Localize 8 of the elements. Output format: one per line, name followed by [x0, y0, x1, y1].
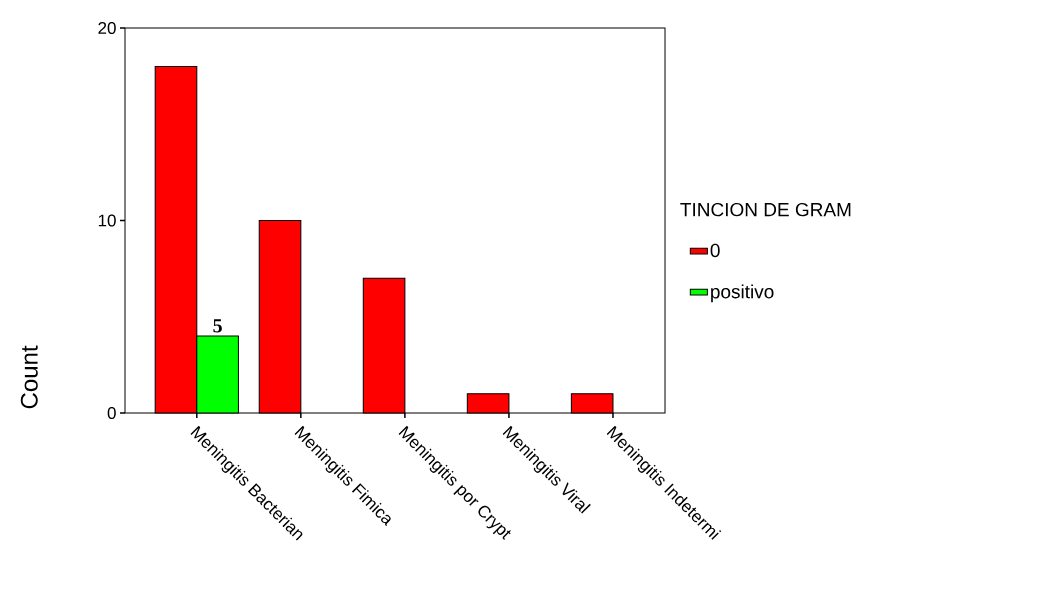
y-tick-label: 20 — [98, 21, 116, 35]
annotation: 5 — [213, 319, 222, 333]
legend-label: 0 — [710, 243, 720, 258]
y-tick-label: 0 — [107, 406, 116, 420]
legend-label: positivo — [711, 284, 774, 303]
y-tick-label: 10 — [98, 214, 116, 227]
y-axis-title: Count — [20, 345, 38, 409]
legend-title: TINCION DE GRAM — [680, 202, 851, 217]
